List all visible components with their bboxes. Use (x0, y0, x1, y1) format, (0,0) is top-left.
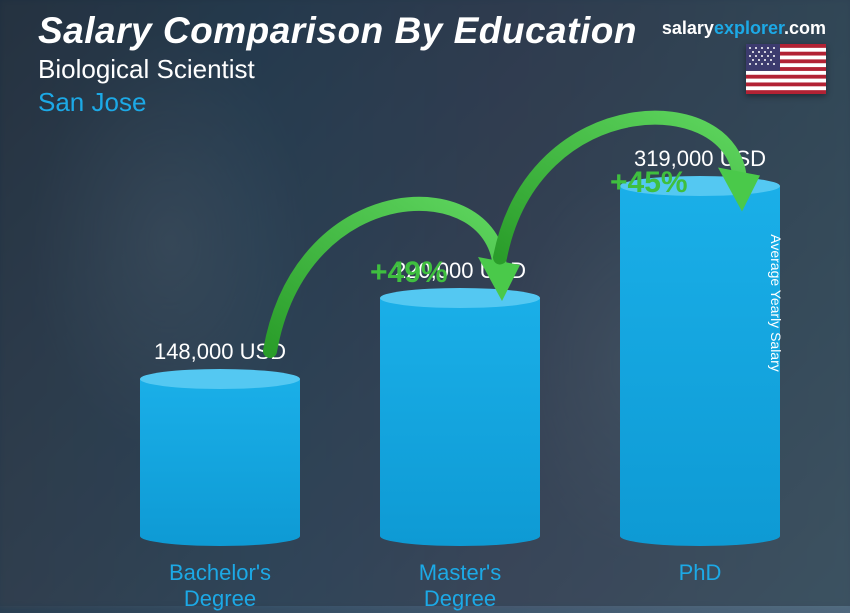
bar-chart: 148,000 USDBachelor'sDegree220,000 USDMa… (90, 106, 770, 546)
job-title: Biological Scientist (38, 54, 830, 85)
country-flag-icon (746, 44, 826, 94)
location: San Jose (38, 87, 830, 118)
increase-percentage-label: +45% (610, 166, 688, 200)
bar-category-label: Master'sDegree (360, 560, 560, 613)
bar-body (140, 379, 300, 546)
bar-group: 148,000 USDBachelor'sDegree (140, 379, 300, 546)
brand-logo: salaryexplorer.com (662, 18, 826, 39)
y-axis-label: Average Yearly Salary (767, 234, 783, 372)
bar-category-label: PhD (600, 560, 800, 586)
bar-category-label: Bachelor'sDegree (120, 560, 320, 613)
brand-part3: .com (784, 18, 826, 38)
brand-part2: explorer (714, 18, 784, 38)
brand-part1: salary (662, 18, 714, 38)
increase-percentage-label: +49% (370, 256, 448, 290)
bar: 148,000 USD (140, 379, 300, 546)
